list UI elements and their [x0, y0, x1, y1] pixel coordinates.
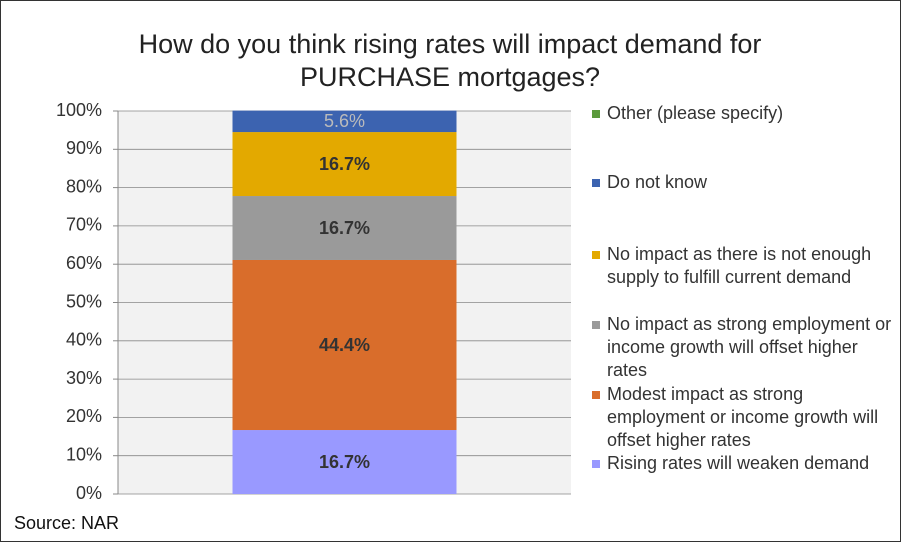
legend-label: Other (please specify)	[607, 103, 784, 123]
legend-label: Do not know	[607, 172, 708, 192]
legend-swatch	[592, 460, 600, 468]
legend-swatch	[592, 391, 600, 399]
data-label: 16.7%	[319, 154, 370, 174]
legend-label: Rising rates will weaken demand	[607, 453, 870, 473]
data-label: 44.4%	[319, 335, 370, 355]
y-tick-label: 40%	[66, 330, 102, 350]
legend-swatch	[592, 110, 600, 118]
legend-item: No impact as strong employment or income…	[592, 313, 892, 382]
legend-label: Modest impact as strong employment or in…	[607, 384, 879, 450]
legend-item: No impact as there is not enough supply …	[592, 243, 892, 289]
legend-swatch	[592, 251, 600, 259]
bar-segment	[232, 196, 457, 260]
legend-swatch	[592, 179, 600, 187]
legend-item: Modest impact as strong employment or in…	[592, 383, 892, 452]
legend-swatch	[592, 321, 600, 329]
chart-title: How do you think rising rates will impac…	[138, 29, 762, 92]
bar-segment	[232, 430, 457, 494]
data-label: 5.6%	[324, 111, 365, 131]
y-tick-label: 70%	[66, 215, 102, 235]
y-tick-label: 10%	[66, 444, 102, 464]
legend-label: No impact as strong employment or income…	[607, 314, 892, 380]
y-tick-label: 20%	[66, 406, 102, 426]
bar-segment	[232, 259, 457, 431]
data-label: 16.7%	[319, 218, 370, 238]
legend-label: No impact as there is not enough supply …	[607, 244, 872, 287]
source: Source: NAR	[14, 513, 120, 533]
y-tick-label: 50%	[66, 291, 102, 311]
legend-item: Rising rates will weaken demand	[592, 452, 892, 475]
y-tick-label: 80%	[66, 176, 102, 196]
legend-item: Do not know	[592, 171, 892, 194]
bar-segment	[232, 132, 457, 197]
data-label: 16.7%	[319, 452, 370, 472]
y-tick-label: 0%	[76, 483, 102, 503]
y-tick-label: 30%	[66, 368, 102, 388]
bar-segment	[232, 110, 457, 133]
legend-item: Other (please specify)	[592, 102, 892, 125]
y-tick-label: 90%	[66, 138, 102, 158]
y-tick-label: 100%	[56, 100, 102, 120]
y-tick-label: 60%	[66, 253, 102, 273]
